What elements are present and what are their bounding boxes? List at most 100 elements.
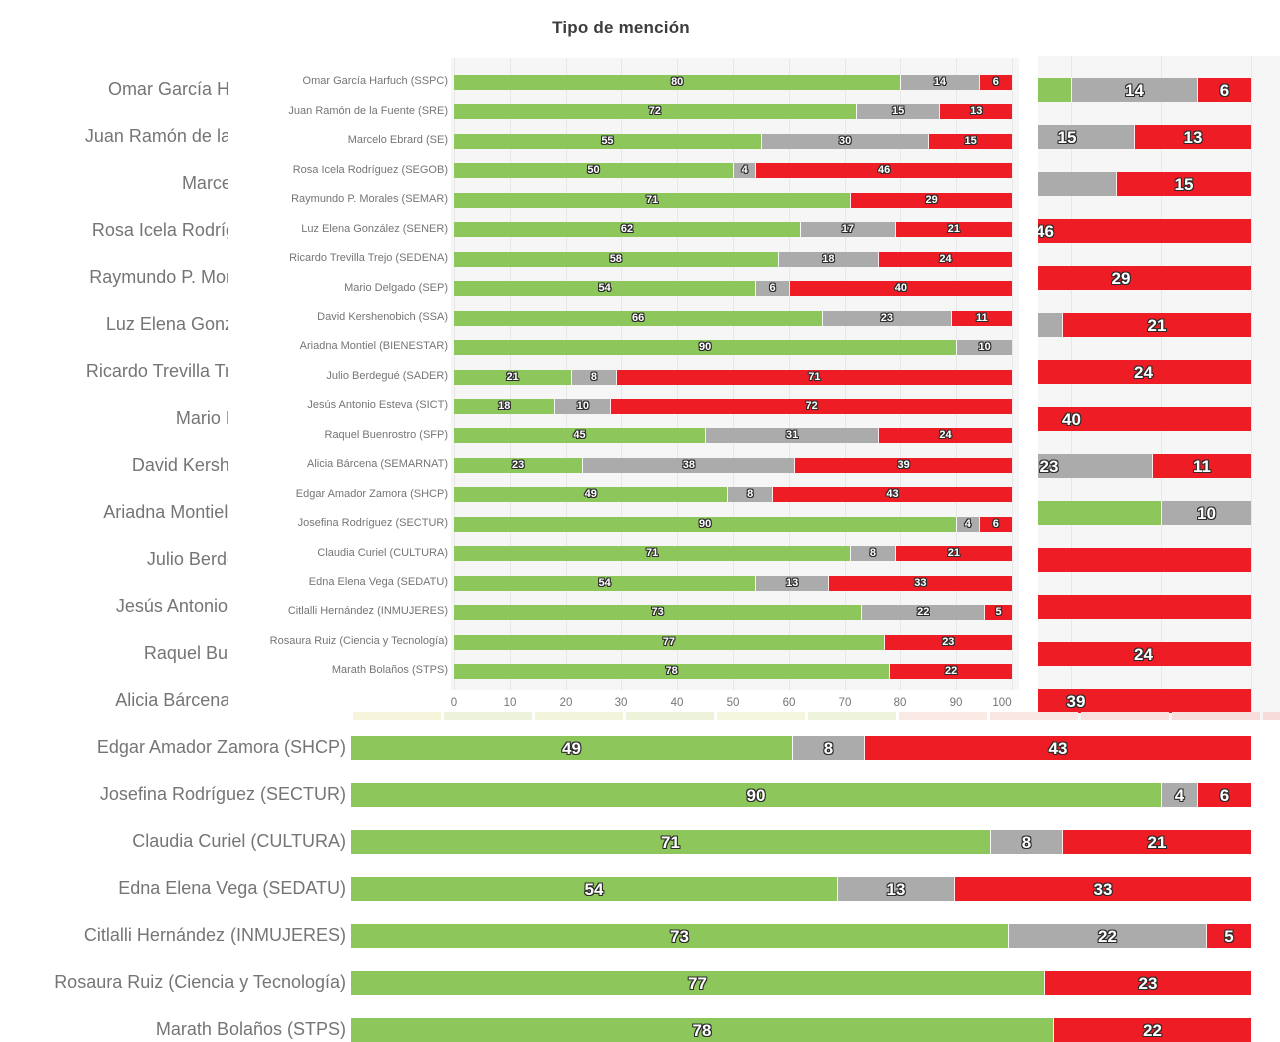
bar-segment-green[interactable]: 80 <box>454 75 901 90</box>
bar-segment-green[interactable]: 90 <box>454 516 957 532</box>
bar-segment-red[interactable]: 29 <box>850 192 1012 208</box>
bar-segment-green[interactable]: 71 <box>351 830 990 854</box>
bar-segment-green[interactable]: 90 <box>454 340 957 356</box>
table-strip-cell <box>808 712 896 720</box>
bar-segment-green[interactable]: 72 <box>454 104 856 120</box>
bar-segment-green[interactable]: 78 <box>351 1018 1053 1042</box>
bar-segment-green[interactable]: 66 <box>454 310 823 326</box>
bar-segment-green[interactable]: 58 <box>454 251 778 267</box>
bar-segment-red[interactable]: 22 <box>889 664 1012 679</box>
bar-value-label: 13 <box>970 105 983 118</box>
bar-segment-red[interactable]: 24 <box>878 428 1012 444</box>
bar-segment-gray[interactable]: 10 <box>554 398 611 414</box>
bar-segment-green[interactable]: 23 <box>454 457 583 473</box>
bar-segment-gray[interactable]: 17 <box>799 222 895 238</box>
bar-value-label: 23 <box>942 635 955 648</box>
bar-segment-green[interactable]: 62 <box>454 222 800 238</box>
bar-segment-red[interactable]: 6 <box>1197 783 1251 807</box>
bar-segment-red[interactable]: 11 <box>1152 454 1251 478</box>
bar-segment-green[interactable]: 18 <box>454 398 555 414</box>
bar-segment-red[interactable]: 24 <box>1035 360 1251 384</box>
bar-segment-green[interactable]: 71 <box>454 192 851 208</box>
bar-segment-red[interactable]: 24 <box>878 251 1012 267</box>
bar-segment-red[interactable]: 21 <box>1062 830 1251 854</box>
bar-segment-green[interactable]: 77 <box>351 971 1044 995</box>
bar-segment-gray[interactable]: 15 <box>855 104 940 120</box>
bar-segment-gray[interactable]: 10 <box>1161 501 1251 525</box>
bar-segment-red[interactable]: 23 <box>883 634 1012 650</box>
bar-segment-green[interactable]: 54 <box>454 281 756 297</box>
bar-segment-red[interactable]: 33 <box>827 575 1012 591</box>
gridline <box>1251 56 1252 720</box>
category-label: Citlalli Hernández (INMUJERES) <box>83 925 346 946</box>
bar-segment-gray[interactable]: 8 <box>990 830 1062 854</box>
bar-segment-red[interactable]: 40 <box>788 281 1012 297</box>
bar-segment-green[interactable]: 54 <box>454 575 756 591</box>
bar-segment-green[interactable]: 71 <box>454 546 851 562</box>
bar-segment-gray[interactable]: 30 <box>760 133 929 149</box>
bar-segment-red[interactable]: 71 <box>615 369 1012 385</box>
bar-segment-red[interactable]: 33 <box>954 877 1251 901</box>
bar-segment-red[interactable]: 24 <box>1035 642 1251 666</box>
bar-segment-gray[interactable]: 8 <box>850 546 895 562</box>
bar-segment-gray[interactable]: 4 <box>956 516 979 532</box>
bar-segment-red[interactable]: 13 <box>1134 125 1251 149</box>
bar-segment-green[interactable]: 49 <box>454 487 728 503</box>
bar-value-label: 46 <box>1035 221 1054 241</box>
bar-value-label: 15 <box>1174 174 1194 194</box>
bar-segment-red[interactable]: 6 <box>978 516 1012 532</box>
bar-segment-green[interactable]: 77 <box>454 634 884 650</box>
bar-segment-green[interactable]: 90 <box>351 783 1161 807</box>
bar-segment-red[interactable]: 5 <box>1206 924 1251 948</box>
bar-segment-gray[interactable]: 31 <box>705 428 879 444</box>
bar-segment-green[interactable]: 21 <box>454 369 572 385</box>
category-label: Alicia Bárcena (SEMARNAT) <box>307 458 448 471</box>
bar-segment-gray[interactable]: 14 <box>900 75 979 90</box>
bar-segment-gray[interactable]: 14 <box>1071 78 1197 102</box>
bar-segment-red[interactable]: 43 <box>772 487 1012 503</box>
bar-segment-gray[interactable]: 13 <box>837 877 954 901</box>
bar-segment-red[interactable]: 6 <box>1197 78 1251 102</box>
bar-segment-gray[interactable]: 8 <box>571 369 616 385</box>
bar-segment-green[interactable]: 73 <box>351 924 1008 948</box>
bar-segment-gray[interactable]: 10 <box>956 340 1012 356</box>
bar-segment-gray[interactable]: 6 <box>755 281 789 297</box>
bar-segment-red[interactable]: 15 <box>928 133 1012 149</box>
bar-segment-red[interactable]: 39 <box>794 457 1012 473</box>
bar-segment-red[interactable]: 13 <box>939 104 1012 120</box>
bar-segment-red[interactable]: 43 <box>864 736 1251 760</box>
bar-segment-red[interactable]: 11 <box>950 310 1012 326</box>
bar-segment-red[interactable]: 5 <box>984 605 1012 621</box>
bar-segment-green[interactable]: 54 <box>351 877 837 901</box>
bar-segment-red[interactable]: 22 <box>1053 1018 1251 1042</box>
bar-segment-red[interactable]: 15 <box>1116 172 1251 196</box>
bar-segment-red[interactable]: 21 <box>1062 313 1251 337</box>
bar-segment-gray[interactable]: 23 <box>822 310 951 326</box>
bar-segment-green[interactable]: 78 <box>454 664 890 679</box>
category-label: Edgar Amador Zamora (SHCP) <box>96 737 346 758</box>
bar-segment-green[interactable]: 45 <box>454 428 706 444</box>
bar-segment-gray[interactable]: 4 <box>733 163 756 179</box>
bar-segment-red[interactable]: 21 <box>894 546 1012 562</box>
bar-segment-gray[interactable]: 8 <box>792 736 864 760</box>
bar-segment-gray[interactable]: 4 <box>1161 783 1197 807</box>
bar-segment-red[interactable]: 23 <box>1044 971 1251 995</box>
bar-segment-green[interactable]: 50 <box>454 163 733 179</box>
bar-segment-gray[interactable]: 22 <box>1008 924 1206 948</box>
bar-segment-green[interactable]: 73 <box>454 605 862 621</box>
bar-segment-red[interactable]: 21 <box>894 222 1012 238</box>
bar-segment-red[interactable]: 72 <box>610 398 1012 414</box>
bar-segment-green[interactable]: 55 <box>454 133 761 149</box>
bar-segment-green[interactable]: 49 <box>351 736 792 760</box>
bar-segment-red[interactable]: 46 <box>755 163 1012 179</box>
bar-segment-gray[interactable]: 18 <box>777 251 879 267</box>
bar-segment-gray[interactable]: 8 <box>727 487 773 503</box>
category-label: Julio Berdegué (SADER) <box>326 369 448 382</box>
category-label: Marath Bolaños (STPS) <box>331 664 448 677</box>
bar-segment-gray[interactable]: 13 <box>755 575 828 591</box>
bar-segment-red[interactable]: 6 <box>978 75 1012 90</box>
bar-value-label: 14 <box>933 76 947 88</box>
bar-segment-gray[interactable]: 22 <box>861 605 985 621</box>
category-label: Raquel Buenrostro (SFP) <box>324 428 449 441</box>
bar-segment-gray[interactable]: 38 <box>582 457 795 473</box>
